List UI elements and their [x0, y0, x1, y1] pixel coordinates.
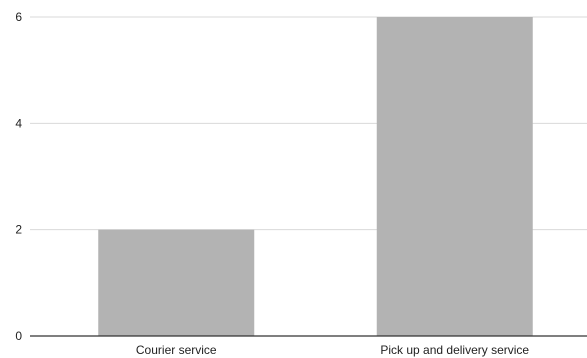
bar — [376, 17, 533, 336]
bar — [98, 229, 255, 336]
y-tick-label: 2 — [15, 223, 22, 237]
y-tick-label: 4 — [15, 116, 22, 130]
y-tick-label: 0 — [15, 329, 22, 343]
x-tick-label: Courier service — [136, 343, 217, 357]
x-tick-label: Pick up and delivery service — [380, 343, 529, 357]
bars — [98, 17, 533, 336]
y-tick-label: 6 — [15, 10, 22, 24]
labels: 0 2 4 6 Courier service Pick up and delivery … — [15, 10, 529, 357]
